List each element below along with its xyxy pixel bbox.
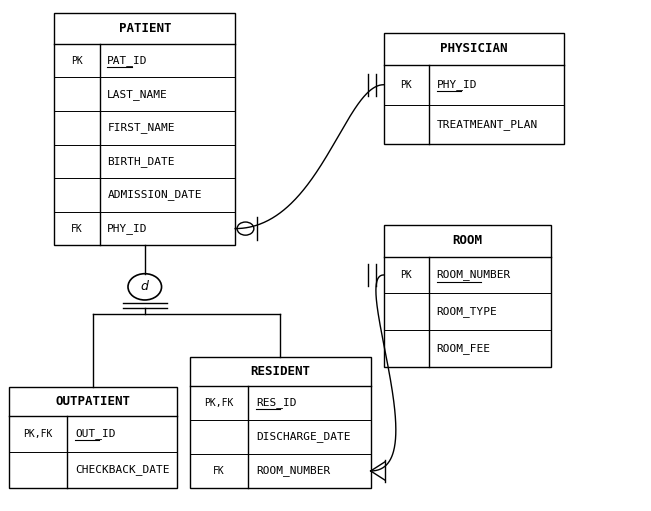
Bar [9, 387, 177, 488]
Text: d: d [141, 281, 148, 293]
Text: ROOM: ROOM [452, 235, 482, 247]
Bar [383, 225, 551, 367]
Text: OUTPATIENT: OUTPATIENT [55, 395, 131, 408]
Text: DISCHARGE_DATE: DISCHARGE_DATE [256, 431, 350, 443]
Text: PK,FK: PK,FK [23, 429, 53, 439]
Text: PAT_ID: PAT_ID [107, 55, 148, 66]
Text: BIRTH_DATE: BIRTH_DATE [107, 156, 175, 167]
Text: PK: PK [400, 270, 412, 280]
Text: PK: PK [400, 80, 412, 90]
Text: PK: PK [71, 56, 83, 66]
Bar [55, 13, 235, 245]
Text: ADMISSION_DATE: ADMISSION_DATE [107, 190, 202, 200]
Text: ROOM_FEE: ROOM_FEE [437, 343, 490, 354]
Text: LAST_NAME: LAST_NAME [107, 89, 168, 100]
Text: PK,FK: PK,FK [204, 398, 234, 408]
Text: CHECKBACK_DATE: CHECKBACK_DATE [75, 464, 169, 475]
Text: ROOM_TYPE: ROOM_TYPE [437, 306, 497, 317]
Bar [190, 357, 370, 488]
Text: FK: FK [213, 466, 225, 476]
Text: RESIDENT: RESIDENT [251, 365, 311, 378]
Text: PHY_ID: PHY_ID [107, 223, 148, 234]
Text: FK: FK [71, 224, 83, 234]
Text: OUT_ID: OUT_ID [75, 428, 116, 439]
Text: ROOM_NUMBER: ROOM_NUMBER [256, 466, 330, 476]
Text: FIRST_NAME: FIRST_NAME [107, 123, 175, 133]
Text: PATIENT: PATIENT [118, 22, 171, 35]
Text: PHY_ID: PHY_ID [437, 79, 477, 90]
Text: ROOM_NUMBER: ROOM_NUMBER [437, 269, 511, 281]
Bar [383, 33, 564, 144]
Text: TREATMEANT_PLAN: TREATMEANT_PLAN [437, 119, 538, 130]
Text: RES_ID: RES_ID [256, 398, 296, 408]
Text: PHYSICIAN: PHYSICIAN [440, 42, 508, 56]
